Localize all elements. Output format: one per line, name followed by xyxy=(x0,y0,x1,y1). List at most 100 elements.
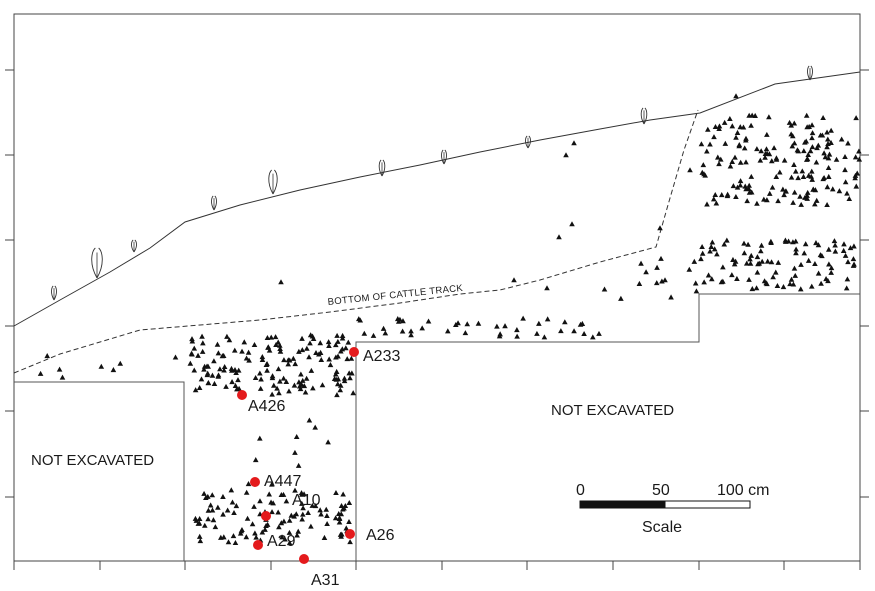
artifact-marker xyxy=(514,333,520,339)
artifact-marker xyxy=(764,131,770,137)
artifact-marker xyxy=(347,375,353,381)
artifact-marker xyxy=(708,244,715,250)
artifact-marker xyxy=(312,503,319,509)
artifact-marker xyxy=(225,539,232,545)
artifact-marker xyxy=(269,481,275,487)
artifact-marker xyxy=(807,148,814,154)
artifact-marker xyxy=(854,170,861,176)
artifact-marker xyxy=(785,238,792,244)
artifact-marker xyxy=(325,439,331,445)
artifact-marker xyxy=(252,374,259,380)
artifact-marker xyxy=(197,538,204,544)
artifact-marker xyxy=(196,516,203,522)
artifact-marker xyxy=(729,123,736,129)
artifact-marker xyxy=(824,129,830,135)
artifact-marker xyxy=(286,517,293,523)
artifact-marker xyxy=(813,159,820,165)
artifact-marker xyxy=(842,252,849,258)
artifact-marker xyxy=(788,276,795,282)
artifact-marker xyxy=(729,158,736,164)
scale-tick-0: 0 xyxy=(576,482,585,499)
artifact-marker xyxy=(764,258,771,264)
artifact-marker xyxy=(334,381,341,387)
artifact-marker xyxy=(331,375,338,381)
artifact-marker xyxy=(263,361,270,367)
artifact-marker xyxy=(259,354,266,360)
artifact-marker xyxy=(721,241,728,247)
artifact-marker xyxy=(220,493,226,499)
artifact-marker xyxy=(310,336,317,342)
artifact-marker xyxy=(824,184,831,190)
artifact-marker xyxy=(285,361,292,367)
artifact-marker xyxy=(189,336,195,342)
artifact-marker xyxy=(754,146,760,152)
artifact-marker xyxy=(821,174,827,180)
artifact-marker xyxy=(297,386,304,392)
artifact-marker xyxy=(581,330,587,337)
artifact-marker xyxy=(638,260,644,266)
sample-dot-a26 xyxy=(345,529,355,539)
artifact-marker xyxy=(286,388,292,394)
artifact-marker xyxy=(562,319,568,325)
artifact-marker xyxy=(700,162,707,168)
artifact-marker xyxy=(269,509,275,515)
artifact-marker xyxy=(283,498,290,504)
artifact-marker xyxy=(748,189,755,195)
sample-label-a31: A31 xyxy=(311,572,340,589)
artifact-marker xyxy=(305,510,311,516)
artifact-marker xyxy=(748,252,755,258)
artifact-marker xyxy=(716,126,722,132)
artifact-marker xyxy=(324,520,330,527)
artifact-marker xyxy=(110,367,117,373)
artifact-marker xyxy=(235,377,241,383)
artifact-marker xyxy=(798,261,804,267)
artifact-marker xyxy=(761,196,767,202)
artifact-marker xyxy=(251,342,258,348)
artifact-marker xyxy=(299,347,306,353)
artifact-marker xyxy=(776,169,783,175)
artifact-marker xyxy=(235,367,242,373)
ground-surface-line xyxy=(13,71,861,327)
artifact-marker xyxy=(775,259,782,265)
artifact-marker xyxy=(347,539,353,545)
artifact-marker xyxy=(192,387,199,393)
scale-tick-50: 50 xyxy=(652,482,670,499)
artifact-marker xyxy=(758,242,765,248)
artifact-marker xyxy=(223,383,229,389)
artifact-marker xyxy=(286,357,293,363)
artifact-marker xyxy=(757,157,764,163)
artifact-marker xyxy=(698,141,705,147)
artifact-marker xyxy=(380,325,387,331)
artifact-marker xyxy=(299,516,305,522)
artifact-marker xyxy=(748,122,754,128)
sample-dot-a29 xyxy=(253,540,263,550)
artifact-marker xyxy=(658,255,664,261)
artifact-marker xyxy=(246,357,252,363)
artifact-marker xyxy=(258,376,264,382)
artifact-marker xyxy=(257,435,263,441)
artifact-marker xyxy=(791,265,798,271)
artifact-marker xyxy=(825,278,831,284)
artifact-marker xyxy=(264,334,271,341)
artifact-marker xyxy=(793,250,799,256)
artifact-marker xyxy=(239,348,245,354)
artifact-marker xyxy=(701,279,707,285)
artifact-marker xyxy=(332,515,339,521)
artifact-marker xyxy=(228,487,235,493)
artifact-marker xyxy=(793,246,799,252)
artifact-marker xyxy=(189,351,195,357)
artifact-marker xyxy=(278,491,285,498)
artifact-marker xyxy=(464,321,471,327)
artifact-marker xyxy=(192,515,199,521)
artifact-marker xyxy=(295,462,302,468)
artifact-marker xyxy=(326,342,332,349)
artifact-marker xyxy=(826,151,833,157)
artifact-marker xyxy=(653,280,660,286)
artifact-marker xyxy=(277,348,284,354)
artifact-marker xyxy=(462,330,469,336)
artifact-marker xyxy=(825,246,832,252)
artifact-marker xyxy=(293,511,300,517)
artifact-marker xyxy=(708,276,715,282)
artifact-marker xyxy=(243,534,250,540)
artifact-marker xyxy=(293,433,300,440)
